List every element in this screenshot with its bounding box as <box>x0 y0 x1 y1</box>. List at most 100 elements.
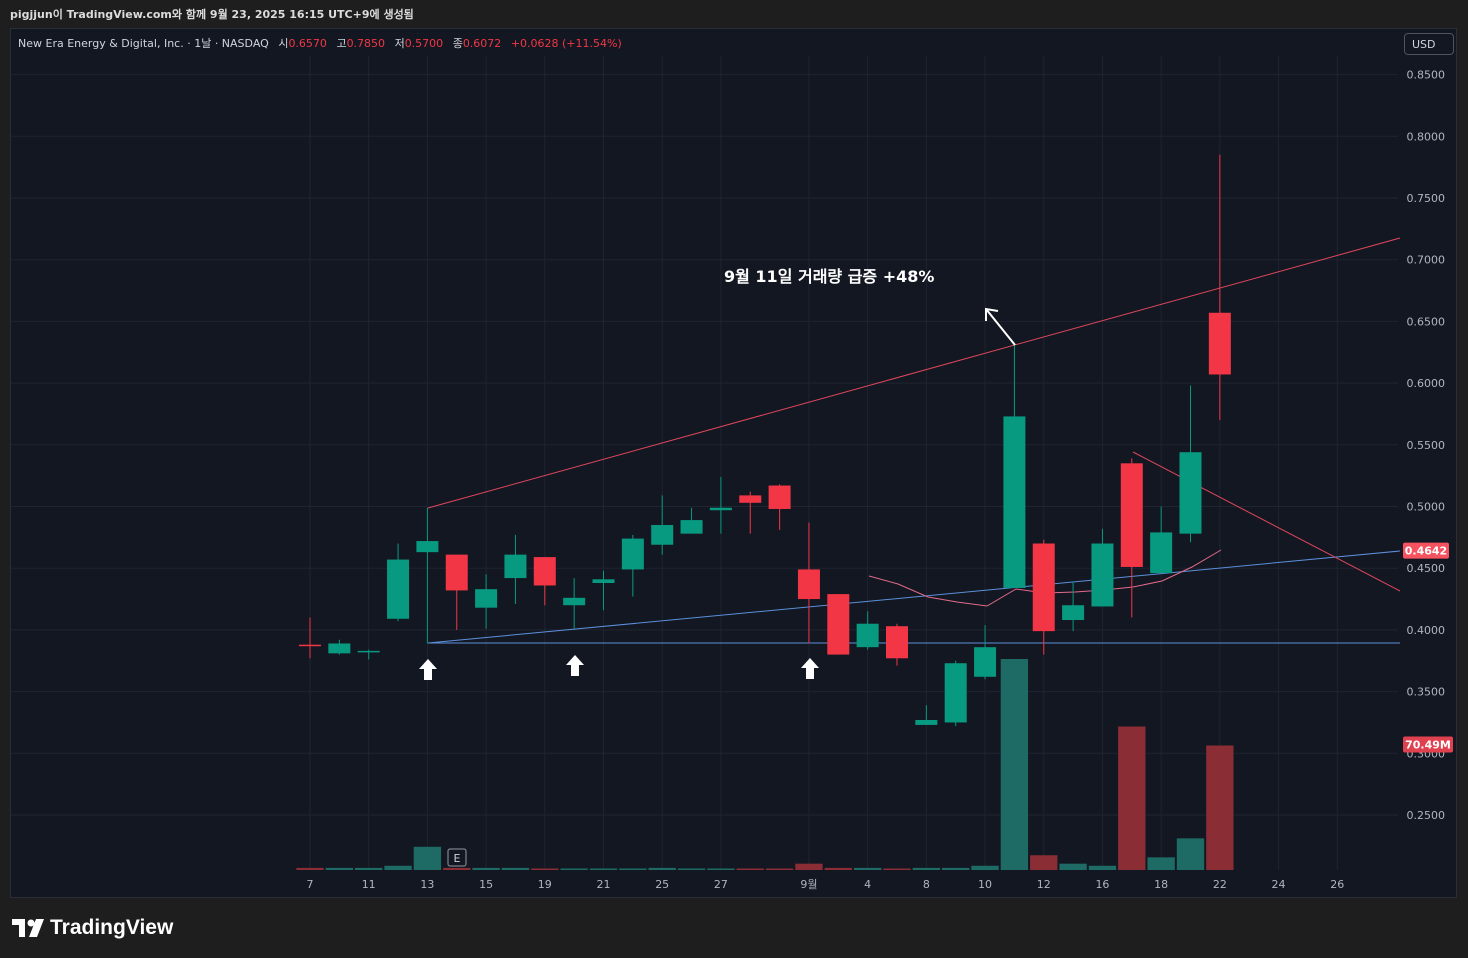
y-tick-label: 0.4500 <box>1407 562 1446 575</box>
x-tick-label: 26 <box>1330 878 1344 891</box>
candlesticks <box>299 154 1231 727</box>
x-tick-label: 21 <box>597 878 611 891</box>
open-value: 0.6570 <box>288 37 327 50</box>
volume-bar <box>912 867 941 870</box>
earnings-marker <box>447 848 467 867</box>
y-tick-label: 0.5000 <box>1407 501 1446 514</box>
low-key: 저 <box>394 37 405 50</box>
candle-body <box>299 644 321 647</box>
x-tick-label: 4 <box>864 878 871 891</box>
candle-body <box>592 579 615 584</box>
high-key: 고 <box>336 37 347 50</box>
x-tick-label: 18 <box>1154 878 1168 891</box>
time-axis: 7 11 13 15 19 21 25 27 9월 4 8 10 12 16 18 22 24 26 <box>307 878 1345 891</box>
volume-bar <box>883 868 911 870</box>
volume-bar <box>677 868 706 870</box>
open-key: 시 <box>278 37 289 50</box>
close-value: 0.6072 <box>462 37 502 50</box>
volume-bar <box>1059 863 1087 870</box>
candle-body <box>856 623 879 648</box>
volume-bar <box>413 846 442 870</box>
candle-body <box>563 597 586 606</box>
candle-body <box>1208 312 1231 375</box>
close-key: 종 <box>452 37 463 50</box>
candle-body <box>475 589 498 608</box>
candle-body <box>328 643 351 654</box>
volume-bar <box>824 867 852 870</box>
candle-body <box>651 525 674 545</box>
volume-bar <box>560 868 588 870</box>
volume-bar <box>384 865 412 870</box>
x-tick-label: 12 <box>1037 878 1051 891</box>
x-tick-label: 27 <box>714 878 728 891</box>
y-tick-label: 0.8000 <box>1407 130 1446 143</box>
volume-bar <box>619 868 647 870</box>
y-tick-label: 0.3500 <box>1407 686 1446 699</box>
candle-body <box>915 719 938 725</box>
candle-body <box>1179 452 1202 534</box>
x-tick-label: 10 <box>978 878 992 891</box>
volume-bar <box>1030 855 1058 870</box>
volume-bar <box>736 868 764 870</box>
volume-bar <box>707 868 735 870</box>
candle-body <box>533 557 556 586</box>
volume-bar <box>648 867 676 870</box>
earnings-marker-label: E <box>454 852 461 865</box>
downtrend-line <box>1132 451 1401 592</box>
candle-body <box>709 507 732 511</box>
volume-bar <box>296 867 324 870</box>
high-value: 0.7850 <box>346 37 386 50</box>
channel-upper-line <box>427 237 1401 509</box>
candle-body <box>387 559 410 619</box>
volume-bar <box>1147 857 1175 870</box>
symbol-title: New Era Energy & Digital, Inc. · 1날 · NA… <box>18 37 269 50</box>
tradingview-logo: TradingView <box>12 915 173 941</box>
y-tick-label: 0.6500 <box>1407 315 1446 328</box>
x-tick-label: 22 <box>1213 878 1227 891</box>
candle-body <box>1032 543 1055 632</box>
candle-body <box>797 569 820 600</box>
volume-bar <box>1088 865 1117 870</box>
volume-bar <box>443 867 471 870</box>
x-tick-label: 25 <box>655 878 669 891</box>
candle-body <box>680 520 703 534</box>
change-value: +0.0628 (+11.54%) <box>510 37 622 50</box>
last-price-label: 0.4642 <box>1405 545 1447 558</box>
candle-body <box>416 541 439 553</box>
candle-body <box>357 650 380 653</box>
axis-badges: 0.4642 70.49M <box>1403 542 1453 753</box>
volume-bar <box>795 863 823 870</box>
x-tick-label: 7 <box>307 878 314 891</box>
y-tick-label: 0.7000 <box>1407 254 1446 267</box>
y-tick-label: 0.4000 <box>1407 624 1446 637</box>
footer-brand: TradingView <box>50 916 174 939</box>
x-tick-label: 19 <box>538 878 552 891</box>
last-price-badge <box>1403 542 1449 559</box>
trendline-drawings <box>427 237 1401 644</box>
up-arrow-icon <box>801 658 819 679</box>
symbol-legend: New Era Energy & Digital, Inc. · 1날 · NA… <box>18 35 622 51</box>
y-tick-label: 0.7500 <box>1407 192 1446 205</box>
tradingview-logo-icon <box>12 919 44 937</box>
candle-body <box>1003 416 1026 588</box>
volume-label: 70.49M <box>1405 739 1451 752</box>
volume-bar <box>765 868 794 870</box>
volume-bar <box>355 867 383 870</box>
x-tick-label: 15 <box>479 878 493 891</box>
channel-lower-line <box>427 550 1401 644</box>
volume-bar <box>1000 659 1029 870</box>
currency-button[interactable]: USD <box>1404 33 1454 55</box>
y-tick-label: 0.6000 <box>1407 377 1446 390</box>
x-tick-label: 16 <box>1095 878 1109 891</box>
x-tick-label: 9월 <box>800 878 817 891</box>
candle-body <box>827 594 850 655</box>
y-tick-label: 0.5500 <box>1407 439 1446 452</box>
price-axis: 0.25000.30000.35000.40000.45000.50000.55… <box>1407 69 1446 822</box>
x-tick-label: 11 <box>362 878 376 891</box>
x-tick-label: 8 <box>923 878 930 891</box>
candle-body <box>739 495 762 503</box>
candle-body <box>768 485 791 509</box>
annotation-text: 9월 11일 거래량 급증 +48% <box>724 267 934 286</box>
volume-bar <box>853 867 882 870</box>
